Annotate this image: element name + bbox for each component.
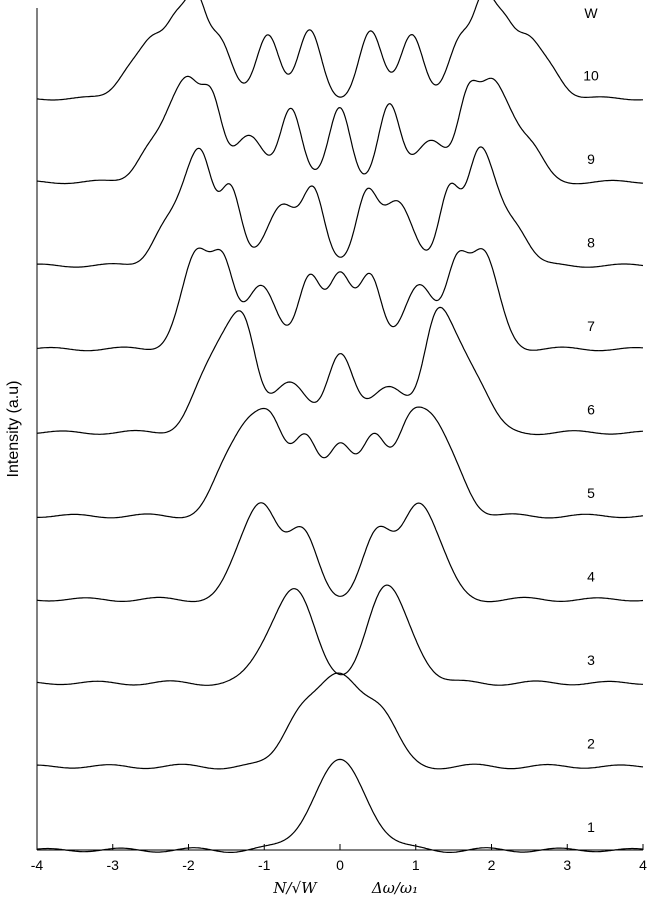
w-value-label: 7 — [587, 318, 595, 334]
x-tick-label: 2 — [488, 857, 496, 873]
w-value-label: 5 — [587, 485, 595, 501]
x-tick-label: 1 — [412, 857, 420, 873]
w-label-group: 1 2 3 4 5 6 7 8 9 10 — [583, 68, 599, 836]
x-tick-label: -2 — [182, 857, 195, 873]
x-tick-label: -4 — [31, 857, 44, 873]
x-axis-label-left: N/√W — [272, 879, 318, 897]
spectrum-trace-w2 — [37, 672, 644, 770]
spectrum-trace-w10 — [36, 0, 643, 101]
x-axis-label-right: Δω/ω₁ — [371, 879, 418, 897]
x-tick-label: -3 — [107, 857, 120, 873]
x-tick-label: 4 — [639, 857, 647, 873]
x-tick-label: 3 — [563, 857, 571, 873]
w-value-label: 10 — [583, 68, 599, 84]
x-tick-label: 0 — [336, 857, 344, 873]
w-value-label: 1 — [587, 819, 595, 835]
w-value-label: 4 — [587, 569, 595, 585]
x-tick-group: -4 -3 -2 -1 0 1 2 3 4 — [31, 844, 647, 873]
spectrum-trace-w9 — [36, 75, 644, 185]
spectrum-trace-w4 — [36, 502, 644, 603]
spectrum-trace-w5 — [37, 406, 644, 519]
w-value-label: 6 — [587, 402, 595, 418]
y-axis-label: Intensity (a.u) — [5, 381, 22, 478]
w-column-header: W — [584, 5, 598, 21]
w-value-label: 8 — [587, 235, 595, 251]
spectrum-trace-w8 — [37, 146, 644, 268]
spectrum-trace-w7 — [36, 247, 643, 352]
x-tick-label: -1 — [258, 857, 271, 873]
spectrum-trace-w3 — [36, 584, 643, 686]
spectrum-trace-w1 — [36, 758, 644, 853]
w-value-label: 2 — [587, 736, 595, 752]
spectrum-trace-w6 — [36, 306, 644, 436]
trace-group — [36, 0, 644, 853]
w-value-label: 9 — [587, 151, 595, 167]
w-value-label: 3 — [587, 652, 595, 668]
